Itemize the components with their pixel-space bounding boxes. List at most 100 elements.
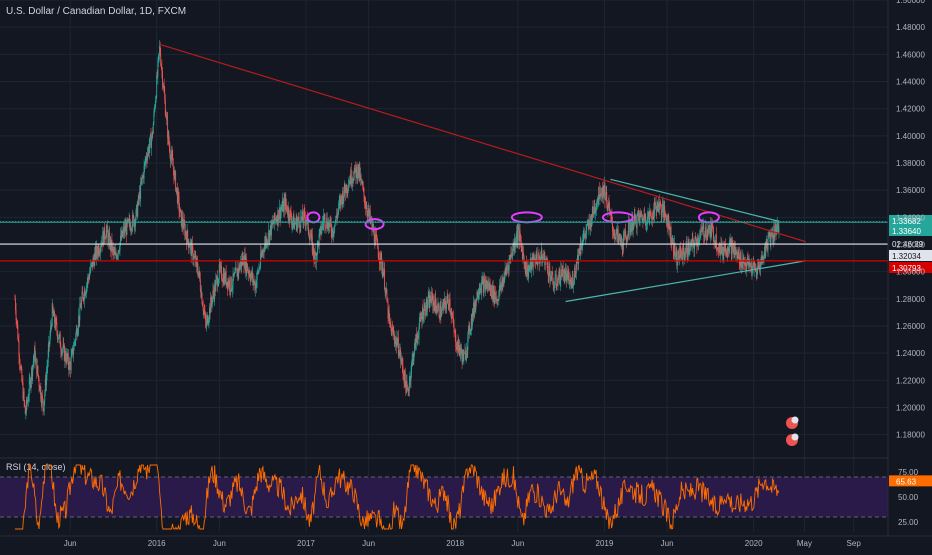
- candle-body: [313, 254, 315, 259]
- candle-body: [112, 246, 113, 253]
- candle-body: [775, 223, 777, 235]
- candle-body: [400, 350, 402, 361]
- candle-body: [324, 214, 326, 227]
- rsi-panel[interactable]: RSI (14, close) 65.63: [0, 462, 932, 531]
- price-tick-label: 1.22000: [896, 376, 925, 385]
- candle-body: [556, 285, 558, 287]
- candle-body: [603, 184, 605, 195]
- candle-body: [147, 153, 148, 161]
- candle-body: [432, 295, 434, 307]
- trendline-descending-resistance[interactable]: [161, 44, 807, 243]
- candle-body: [35, 358, 37, 363]
- candle-body: [564, 275, 566, 280]
- candle-body: [74, 341, 76, 342]
- candle-body: [684, 253, 686, 255]
- candle-body: [61, 350, 63, 355]
- candle-body: [331, 229, 333, 236]
- candle-body: [758, 264, 760, 268]
- candle-body: [124, 226, 126, 232]
- candle-body: [568, 283, 570, 284]
- candle-body: [140, 182, 142, 183]
- candle-body: [382, 267, 384, 277]
- candle-body: [718, 244, 720, 252]
- candle-body: [770, 233, 772, 243]
- trendlines[interactable]: [161, 44, 807, 303]
- candle-body: [138, 195, 140, 200]
- candle-body: [312, 244, 314, 255]
- candle-body: [33, 356, 35, 361]
- candle-body: [771, 233, 772, 234]
- candle-body: [186, 230, 188, 244]
- candle-body: [79, 303, 81, 308]
- candle-body: [63, 344, 65, 346]
- candle-body: [423, 316, 425, 320]
- candle-body: [39, 386, 41, 392]
- candle-body: [705, 226, 707, 236]
- candle-body: [137, 204, 139, 217]
- candle-body: [184, 224, 186, 236]
- candle-body: [65, 359, 67, 363]
- candle-body: [303, 211, 305, 213]
- candle-body: [575, 273, 577, 274]
- candle-body: [720, 244, 722, 254]
- candle-body: [493, 286, 495, 303]
- candle-body: [575, 261, 577, 274]
- alert-icons[interactable]: [786, 416, 799, 447]
- candle-body: [233, 273, 235, 277]
- candle-body: [198, 271, 200, 273]
- candle-body: [120, 235, 121, 243]
- candle-body: [37, 365, 39, 375]
- price-tick-label: 1.38000: [896, 159, 925, 168]
- candle-body: [64, 351, 66, 360]
- candle-body: [192, 247, 194, 261]
- candle-body: [342, 190, 344, 202]
- candle-body: [40, 398, 42, 404]
- time-tick-label: Jun: [511, 539, 524, 548]
- candle-body: [319, 226, 321, 230]
- candle-body: [51, 304, 53, 326]
- candle-body: [690, 240, 692, 244]
- chart-title: U.S. Dollar / Canadian Dollar, 1D, FXCM: [6, 6, 186, 17]
- highlight-ellipse[interactable]: [364, 218, 385, 231]
- candle-body: [395, 340, 396, 345]
- candle-body: [66, 353, 68, 359]
- candle-body: [341, 197, 343, 204]
- candle-body: [652, 219, 654, 221]
- candle-body: [520, 239, 522, 246]
- candle-body: [389, 321, 391, 326]
- candle-body: [236, 268, 238, 277]
- price-tick-label: 1.50000: [896, 0, 925, 5]
- candle-body: [285, 205, 287, 207]
- candle-body: [179, 209, 181, 213]
- candle-body: [141, 177, 143, 179]
- candle-body: [98, 252, 100, 255]
- candle-body: [482, 280, 484, 294]
- rsi-value-badge: [889, 475, 932, 487]
- candle-body: [190, 242, 192, 256]
- candle-body: [111, 239, 113, 253]
- candle-body: [278, 216, 280, 221]
- candle-body: [674, 242, 676, 257]
- candle-body: [637, 213, 639, 217]
- candle-body: [395, 338, 397, 341]
- candle-body: [286, 206, 288, 212]
- candle-body: [122, 227, 124, 232]
- candle-body: [114, 251, 116, 255]
- candle-body: [133, 216, 135, 226]
- candle-body: [167, 132, 169, 139]
- candle-body: [695, 236, 697, 240]
- candle-body: [89, 271, 91, 274]
- candle-body: [248, 272, 250, 274]
- candle-body: [332, 229, 334, 237]
- trendline-descending-resistance-short[interactable]: [610, 178, 780, 222]
- candle-body: [680, 249, 682, 259]
- candle-body: [744, 262, 746, 265]
- candle-body: [112, 246, 114, 250]
- price-level-label: 1.33682: [892, 217, 921, 226]
- candle-body: [91, 261, 93, 268]
- trendline-ascending-support[interactable]: [565, 260, 807, 303]
- candle-body: [223, 274, 225, 285]
- candle-body: [85, 292, 86, 296]
